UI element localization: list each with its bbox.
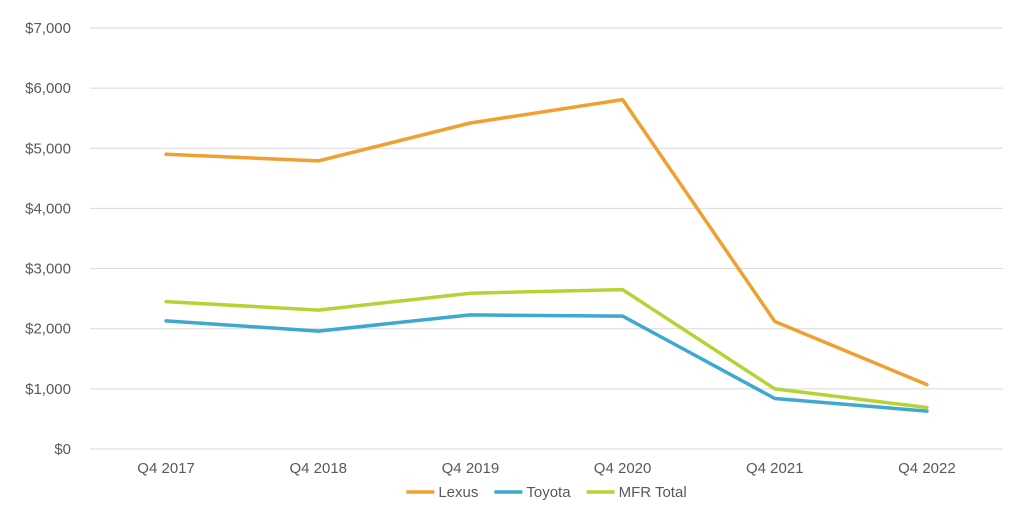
y-tick-label: $6,000	[25, 80, 71, 97]
legend-item-lexus: Lexus	[406, 484, 478, 501]
y-tick-label: $4,000	[25, 200, 71, 217]
series-line-lexus	[164, 97, 929, 387]
x-tick-label: Q4 2017	[137, 460, 195, 477]
x-tick-label: Q4 2019	[442, 460, 500, 477]
legend: Lexus Toyota MFR Total	[406, 484, 687, 501]
legend-label: MFR Total	[619, 484, 687, 501]
series-lines	[164, 97, 929, 413]
x-axis-tick-labels: Q4 2017 Q4 2018 Q4 2019 Q4 2020 Q4 2021 Q4 20…	[137, 460, 955, 477]
y-tick-label: $0	[54, 441, 71, 458]
y-tick-label: $7,000	[25, 20, 71, 37]
legend-label: Lexus	[438, 484, 478, 501]
x-tick-label: Q4 2021	[746, 460, 804, 477]
y-tick-label: $5,000	[25, 140, 71, 157]
legend-label: Toyota	[526, 484, 571, 501]
x-tick-label: Q4 2020	[594, 460, 652, 477]
legend-item-toyota: Toyota	[494, 484, 571, 501]
y-tick-label: $1,000	[25, 381, 71, 398]
series-line-toyota	[164, 313, 929, 413]
y-axis-tick-labels: $0 $1,000 $2,000 $3,000 $4,000 $5,000 $6,000 $7…	[25, 20, 71, 458]
y-tick-label: $3,000	[25, 261, 71, 278]
series-line-mfr-total	[164, 287, 929, 410]
y-tick-label: $2,000	[25, 321, 71, 338]
x-tick-label: Q4 2022	[898, 460, 956, 477]
gridlines	[90, 27, 1003, 450]
legend-item-mfr-total: MFR Total	[586, 484, 687, 501]
x-tick-label: Q4 2018	[289, 460, 347, 477]
